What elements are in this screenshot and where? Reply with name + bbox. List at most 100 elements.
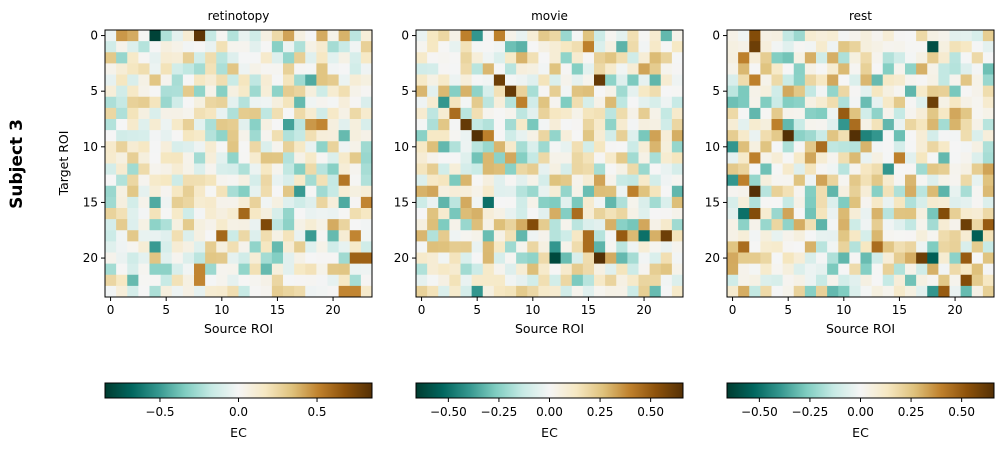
heatmap-cell <box>338 241 351 253</box>
heatmap-cell <box>271 85 284 98</box>
heatmap-cell <box>116 196 128 209</box>
heatmap-cell <box>160 152 173 164</box>
heatmap-cell <box>916 41 928 53</box>
heatmap-cell <box>327 63 340 75</box>
heatmap-cell <box>260 130 273 142</box>
heatmap-cell <box>360 174 373 187</box>
heatmap-cell <box>305 52 317 64</box>
heatmap-cell <box>949 30 962 42</box>
heatmap-cell <box>438 263 450 276</box>
heatmap-cell <box>849 230 861 242</box>
heatmap-cell <box>260 163 273 176</box>
heatmap-cell <box>160 85 173 98</box>
heatmap-cell <box>727 85 739 98</box>
colorbar-tick-label: 0.50 <box>948 405 975 419</box>
heatmap-cell <box>960 274 973 287</box>
heatmap-cell <box>216 219 228 231</box>
heatmap-cell <box>816 41 828 53</box>
heatmap-cell <box>360 152 373 164</box>
heatmap-cell <box>971 285 984 298</box>
heatmap-cell <box>171 274 184 287</box>
heatmap-cell <box>171 252 184 265</box>
heatmap-cell <box>671 252 684 265</box>
heatmap-cell <box>260 196 273 209</box>
heatmap-cell <box>305 174 317 187</box>
heatmap-cell <box>227 52 239 64</box>
heatmap-cell <box>638 152 651 164</box>
heatmap-cell <box>827 96 839 109</box>
heatmap-cell <box>838 185 850 198</box>
heatmap-cell <box>516 85 528 98</box>
heatmap-cell <box>927 74 939 87</box>
heatmap-cell <box>305 263 317 276</box>
heatmap-cell <box>671 263 684 276</box>
heatmap-cell <box>560 263 573 276</box>
heatmap-cell <box>727 96 739 109</box>
heatmap-cell <box>949 52 962 64</box>
heatmap-cell <box>749 85 761 98</box>
heatmap-cell <box>194 41 206 53</box>
heatmap-cell <box>782 107 795 120</box>
heatmap-cell <box>671 63 684 75</box>
heatmap-cell <box>816 119 828 131</box>
heatmap-cell <box>905 185 917 198</box>
heatmap-cell <box>871 252 884 265</box>
heatmap-cell <box>216 141 228 153</box>
heatmap-cell <box>249 96 262 109</box>
heatmap-cell <box>749 141 761 153</box>
heatmap-cell <box>960 30 973 42</box>
heatmap-cell <box>782 196 795 209</box>
heatmap-cell <box>982 252 995 265</box>
heatmap-cell <box>138 219 150 231</box>
heatmap-cell <box>449 85 461 98</box>
heatmap-cell <box>338 196 351 209</box>
heatmap-cell <box>171 107 184 120</box>
heatmap-cell <box>349 41 362 53</box>
heatmap-cell <box>616 119 628 131</box>
heatmap-cell <box>582 196 595 209</box>
heatmap-cell <box>749 52 761 64</box>
heatmap-cell <box>271 63 284 75</box>
heatmap-cell <box>216 274 228 287</box>
heatmap-cell <box>849 208 861 220</box>
heatmap-cell <box>205 163 217 176</box>
heatmap-cell <box>649 241 662 253</box>
heatmap-cell <box>327 41 340 53</box>
heatmap-cell <box>160 52 173 64</box>
colorbar-retinotopy <box>104 382 373 399</box>
colorbar-tick-label: 0.25 <box>898 405 925 419</box>
heatmap-cell <box>416 63 428 75</box>
heatmap-cell <box>738 163 750 176</box>
heatmap-cell <box>427 30 439 42</box>
heatmap-cell <box>216 63 228 75</box>
heatmap-cell <box>360 85 373 98</box>
heatmap-cell <box>160 230 173 242</box>
heatmap-cell <box>160 285 173 298</box>
heatmap-cell <box>982 130 995 142</box>
heatmap-cell <box>449 241 461 253</box>
heatmap-cell <box>760 74 772 87</box>
heatmap-cell <box>571 52 584 64</box>
heatmap-cell <box>471 52 484 64</box>
heatmap-cell <box>627 74 639 87</box>
heatmap-cell <box>294 52 306 64</box>
heatmap-cell <box>927 252 939 265</box>
heatmap-cell <box>505 152 517 164</box>
heatmap-cell <box>249 241 262 253</box>
heatmap-cell <box>916 119 928 131</box>
heatmap-cell <box>638 30 651 42</box>
heatmap-cell <box>427 63 439 75</box>
heatmap-cell <box>360 41 373 53</box>
heatmap-cell <box>227 41 239 53</box>
heatmap-cell <box>416 30 428 42</box>
heatmap-cell <box>327 119 340 131</box>
heatmap-cell <box>549 63 562 75</box>
heatmap-cell <box>138 241 150 253</box>
heatmap-cell <box>882 263 895 276</box>
heatmap-cell <box>804 141 817 153</box>
y-tick-label: 15 <box>83 195 98 209</box>
heatmap-cell <box>949 208 962 220</box>
panel-title: retinotopy <box>208 9 270 23</box>
heatmap-cell <box>527 174 539 187</box>
heatmap-cell <box>605 263 617 276</box>
